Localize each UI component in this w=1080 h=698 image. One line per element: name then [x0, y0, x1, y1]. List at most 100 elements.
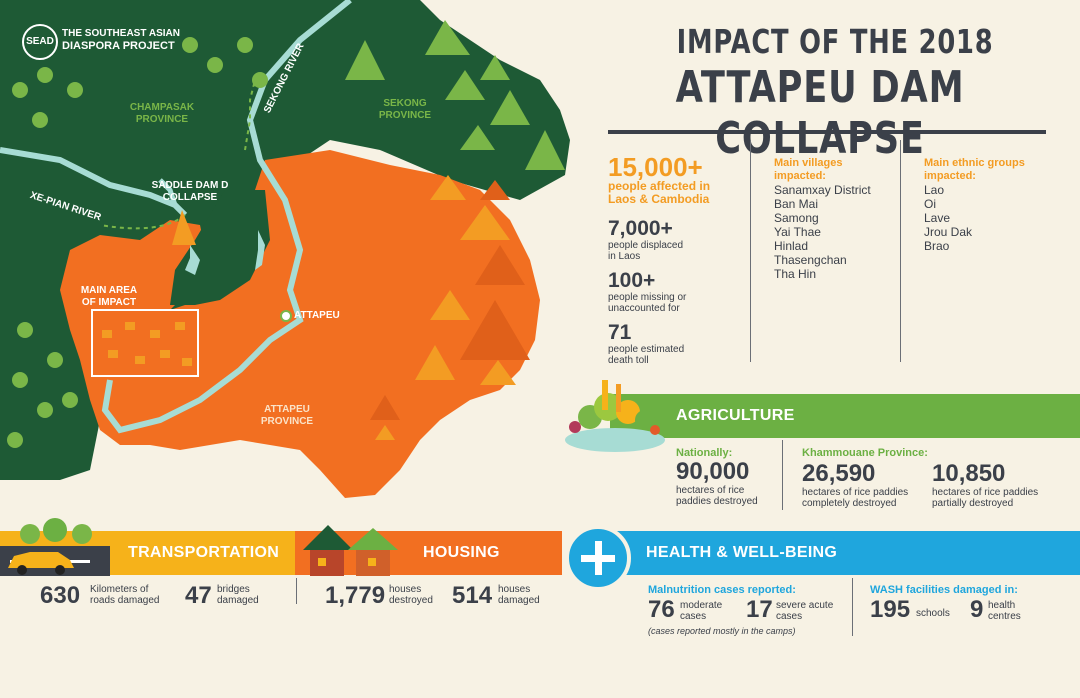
villages-list: Main villages impacted: Sanamxay Distric…: [774, 157, 894, 281]
agriculture-band: AGRICULTURE: [610, 394, 1080, 438]
moderate-label-2: cases: [680, 611, 707, 622]
trees: [7, 37, 268, 448]
houses-destroyed-stat: 1,779 houses destroyed: [325, 582, 433, 610]
complete-value: 26,590: [802, 460, 876, 487]
village-item: Hinlad: [774, 239, 809, 253]
schools-value: 195: [870, 596, 911, 623]
attapeu-dot: [280, 310, 292, 322]
death-label-1: people estimated: [608, 344, 685, 355]
centres-label-1: health: [988, 600, 1016, 611]
saddle-dam-label: SADDLE DAM D COLLAPSE: [151, 180, 229, 203]
sead-logo-mark: SEAD: [22, 24, 58, 60]
affected-label-2: Laos & Cambodia: [608, 192, 710, 206]
centres-label-2: centres: [988, 611, 1021, 622]
partial-label-1: hectares of rice paddies: [932, 487, 1039, 498]
green-mountains: [345, 20, 565, 170]
ethnic-heading-2: impacted:: [924, 170, 976, 182]
agriculture-label: AGRICULTURE: [676, 407, 795, 424]
affected-value: 15,000+: [608, 152, 703, 182]
ethnic-item: Lave: [924, 211, 951, 225]
houses-damaged-value: 514: [452, 582, 493, 609]
malnutrition-block: Malnutrition cases reported: 76 moderate…: [648, 584, 848, 636]
wash-heading: WASH facilities damaged in:: [870, 584, 1018, 596]
displaced-label-2: in Laos: [608, 251, 641, 262]
death-value: 71: [608, 321, 632, 344]
health-band: HEALTH & WELL-BEING: [592, 531, 1080, 575]
partial-value: 10,850: [932, 460, 1006, 487]
bottom-divider-2: [852, 578, 853, 636]
housing-label: HOUSING: [423, 544, 500, 561]
champasak-label: CHAMPASAK PROVINCE: [129, 102, 195, 125]
partial-label-2: partially destroyed: [932, 498, 1014, 509]
ethnic-item: Jrou Dak: [924, 225, 973, 239]
orange-mountains: [370, 175, 530, 440]
car-icon: [0, 518, 110, 576]
displaced-value: 7,000+: [608, 217, 673, 240]
missing-label-1: people missing or: [608, 292, 687, 303]
dotted-border: [244, 79, 256, 151]
logo-line-2: DIASPORA PROJECT: [62, 40, 175, 52]
bridges-label-1: bridges: [217, 584, 250, 595]
transportation-label: TRANSPORTATION: [128, 544, 280, 561]
missing-label-2: unaccounted for: [608, 303, 680, 314]
sekong-river-line: [101, 0, 352, 434]
roads-value: 630: [40, 582, 81, 609]
bridges-label-2: damaged: [217, 595, 259, 606]
dark-green-land: [0, 0, 570, 480]
main-area-box: [91, 309, 199, 377]
main-area-label: MAIN AREA OF IMPACT: [80, 285, 138, 308]
village-item: Tha Hin: [774, 267, 817, 281]
agri-divider: [782, 440, 783, 510]
ethnic-item: Brao: [924, 239, 950, 253]
missing-value: 100+: [608, 269, 656, 292]
villages-heading-1: Main villages: [774, 157, 843, 169]
houses-damaged-label-1: houses: [498, 584, 531, 595]
centres-value: 9: [970, 596, 984, 623]
roads-stat: 630 Kilometers of roads damaged: [40, 582, 160, 610]
green-pocket: [170, 190, 270, 305]
severe-label-1: severe acute: [776, 600, 834, 611]
logo-line-1: THE SOUTHEAST ASIAN: [62, 28, 180, 39]
sekong-province-label: SEKONG PROVINCE: [378, 98, 432, 121]
saddle-dam-marker: [172, 210, 196, 245]
national-label-2: paddies destroyed: [676, 496, 758, 507]
health-label: HEALTH & WELL-BEING: [646, 544, 838, 561]
ethnic-item: Oi: [924, 197, 936, 211]
camps-note: (cases reported mostly in the camps): [648, 626, 796, 636]
complete-label-1: hectares of rice paddies: [802, 487, 909, 498]
moderate-label-1: moderate: [680, 600, 723, 611]
national-label-1: hectares of rice: [676, 485, 745, 496]
impact-map: [0, 0, 570, 498]
nationally-heading: Nationally:: [676, 447, 733, 459]
xe-pian-river-line: [0, 147, 188, 218]
malnutrition-heading: Malnutrition cases reported:: [648, 584, 796, 596]
ethnic-list: Main ethnic groups impacted: Lao Oi Lave…: [924, 157, 1064, 253]
title-rule: [608, 130, 1046, 134]
village-item: Ban Mai: [774, 197, 819, 211]
displaced-label-1: people displaced: [608, 240, 684, 251]
roads-label-1: Kilometers of: [90, 584, 149, 595]
stats-column: 15,000+ people affected in Laos & Cambod…: [608, 154, 748, 366]
ethnic-item: Lao: [924, 183, 945, 197]
attapeu-city-label: ATTAPEU: [294, 310, 340, 321]
village-item: Sanamxay District: [774, 183, 871, 197]
bottom-divider-1: [296, 578, 297, 604]
villages-heading-2: impacted:: [774, 170, 826, 182]
title-line-2: ATTAPEU DAM COLLAPSE: [675, 62, 965, 164]
roads-label-2: roads damaged: [90, 595, 160, 606]
national-value: 90,000: [676, 458, 750, 485]
severe-label-2: cases: [776, 611, 803, 622]
houses-destroyed-value: 1,779: [325, 582, 386, 609]
house-icons: [102, 322, 192, 366]
houses-destroyed-label-2: destroyed: [389, 595, 433, 606]
schools-label: schools: [916, 608, 950, 619]
death-label-2: death toll: [608, 355, 649, 366]
houses-icon: [303, 525, 398, 576]
vegetables-icon: [565, 380, 665, 452]
houses-damaged-stat: 514 houses damaged: [452, 582, 540, 610]
bridges-value: 47: [185, 582, 212, 609]
severe-value: 17: [746, 596, 773, 623]
title-line-1: IMPACT OF THE 2018: [676, 22, 994, 61]
province-heading: Khammouane Province:: [802, 447, 928, 459]
health-cross-icon: [565, 525, 631, 591]
